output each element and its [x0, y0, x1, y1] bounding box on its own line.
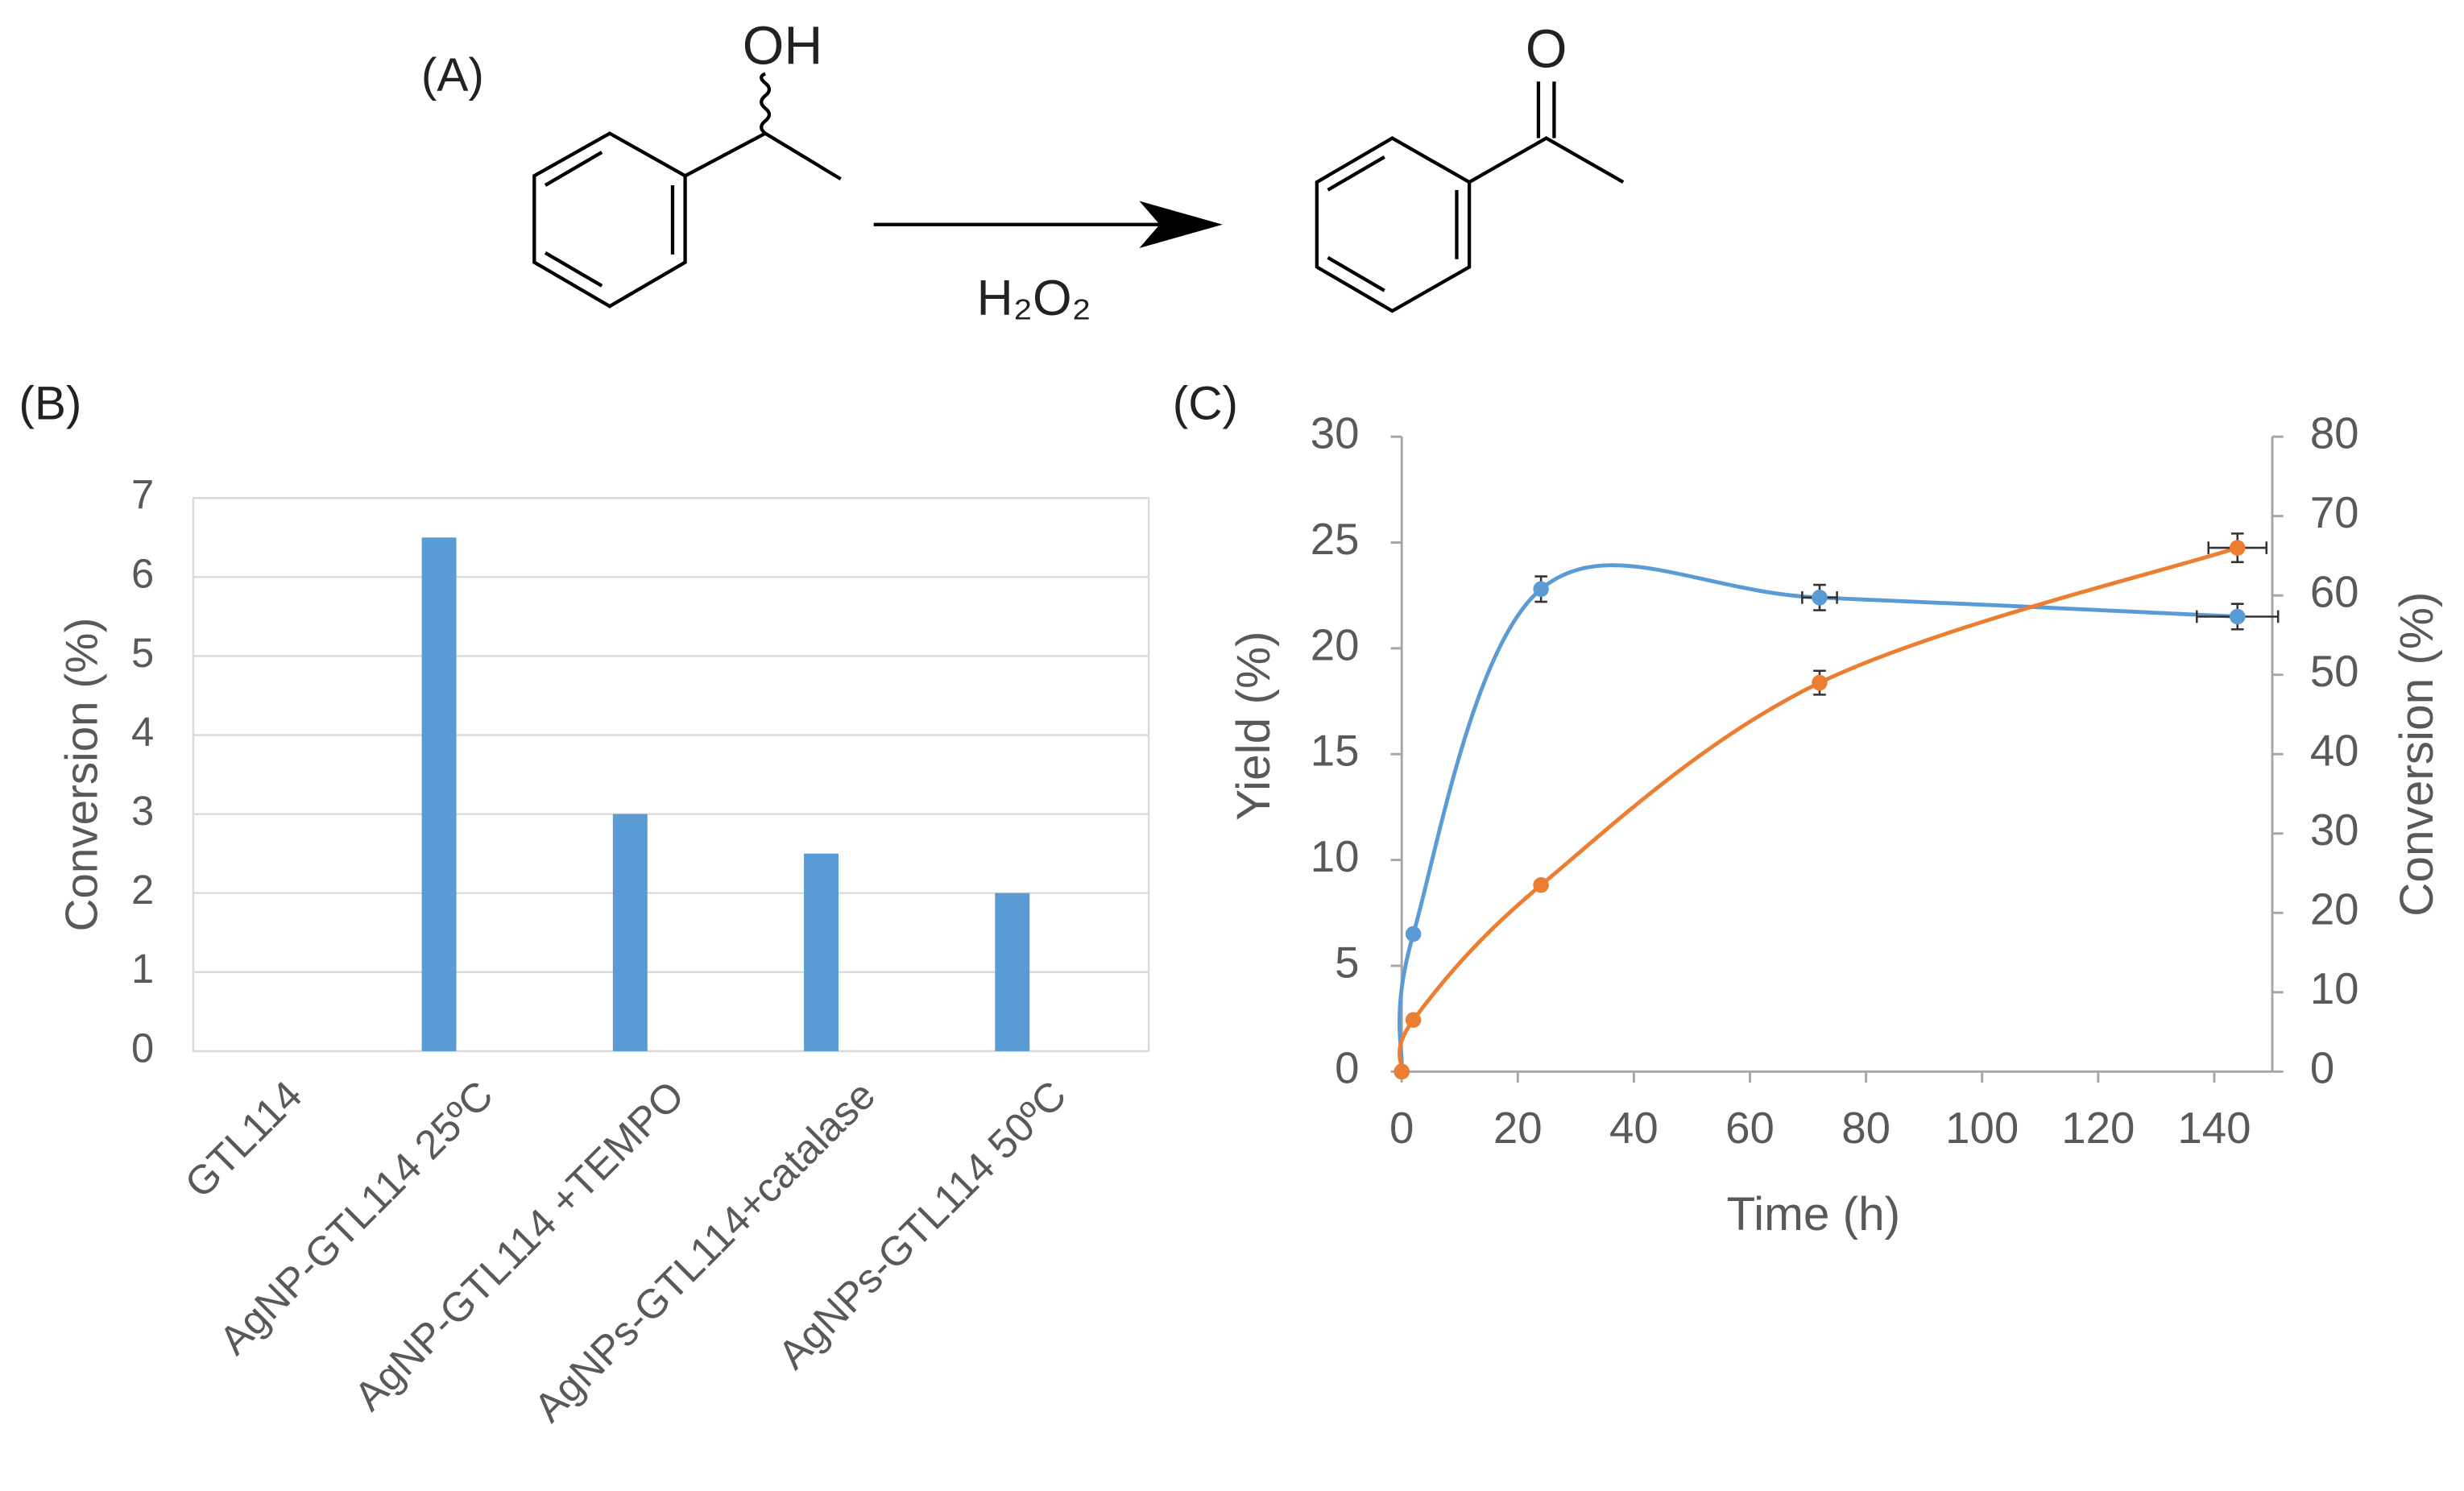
x-tick-label: AgNP-GTL114 +TEMPO [346, 1072, 693, 1419]
ring-double-bonds [1327, 155, 1459, 292]
y2-tick-label: 70 [2310, 488, 2359, 537]
plot-border [192, 497, 1150, 1053]
marker [2230, 540, 2246, 556]
y2-axis-label: Conversion (%) [2391, 592, 2443, 917]
carbonyl-bonds [1468, 81, 1625, 184]
marker [1405, 926, 1422, 942]
bond [684, 131, 842, 181]
y-tick-label: 10 [1311, 832, 1360, 881]
series-line [1398, 545, 2238, 1072]
y2-tick-label: 0 [2310, 1044, 2334, 1093]
y2-tick-label: 60 [2310, 568, 2359, 617]
y2-tick-label: 40 [2310, 727, 2359, 776]
x-axis-label: Time (h) [1727, 1188, 1901, 1240]
bar [612, 814, 648, 1051]
y-axis-label: Conversion (%) [56, 618, 106, 932]
bar [804, 853, 839, 1051]
reagent: H₂O₂ [977, 270, 1091, 326]
x-tick-label: 120 [2061, 1104, 2135, 1153]
panel-label: (C) [1173, 378, 1238, 430]
series-line [1398, 563, 2238, 1072]
y-tick-label: 0 [1335, 1044, 1359, 1093]
marker [1533, 581, 1549, 598]
x-tick-label: 20 [1493, 1104, 1543, 1153]
y-tick-label: 20 [1311, 620, 1360, 669]
x-tick-label: 80 [1841, 1104, 1890, 1153]
panel-label: (A) [421, 49, 484, 101]
x-tick-label: 0 [1389, 1104, 1414, 1153]
x-tick-label: GTL114 [176, 1072, 310, 1207]
bar [421, 537, 457, 1051]
marker [1405, 1012, 1422, 1029]
marker [1812, 590, 1828, 606]
y-tick-label: 1 [131, 946, 154, 992]
y-tick-label: 5 [1335, 938, 1359, 987]
bar [995, 893, 1030, 1051]
marker [1812, 674, 1828, 691]
o-group: O [1526, 20, 1567, 80]
y-axis-label: Yield (%) [1228, 632, 1280, 821]
y2-tick-label: 10 [2310, 964, 2359, 1013]
marker [1394, 1063, 1410, 1080]
panel-label: (B) [19, 378, 81, 430]
y2-tick-label: 80 [2310, 409, 2359, 458]
y-tick-label: 15 [1311, 727, 1360, 776]
x-tick-label: 100 [1945, 1104, 2019, 1153]
y2-tick-label: 30 [2310, 806, 2359, 855]
y-tick-label: 7 [131, 472, 154, 518]
y-tick-label: 4 [131, 709, 154, 755]
ring-double-bonds [544, 151, 675, 288]
x-tick-label: 60 [1725, 1104, 1774, 1153]
y-tick-label: 5 [131, 630, 154, 676]
marker [2230, 608, 2246, 625]
benzene-ring [1315, 136, 1472, 313]
reaction-scheme: (A) OH H₂O₂ O [421, 17, 1625, 326]
y-tick-label: 25 [1311, 515, 1360, 564]
marker [1533, 877, 1549, 893]
y-tick-label: 30 [1311, 409, 1360, 458]
y-tick-label: 2 [131, 867, 154, 913]
y-tick-label: 3 [131, 788, 154, 834]
y2-tick-label: 50 [2310, 647, 2359, 696]
y2-tick-label: 20 [2310, 885, 2359, 934]
oh-group: OH [743, 17, 823, 77]
y-tick-label: 0 [131, 1025, 154, 1071]
y-tick-label: 6 [131, 551, 154, 597]
x-tick-label: 140 [2177, 1104, 2251, 1153]
benzene-ring [532, 131, 687, 309]
x-tick-label: AgNPs-GTL114+catalase [525, 1072, 884, 1431]
x-tick-label: 40 [1609, 1104, 1659, 1153]
arrow-head [1139, 201, 1223, 249]
wavy-bond [760, 72, 772, 135]
